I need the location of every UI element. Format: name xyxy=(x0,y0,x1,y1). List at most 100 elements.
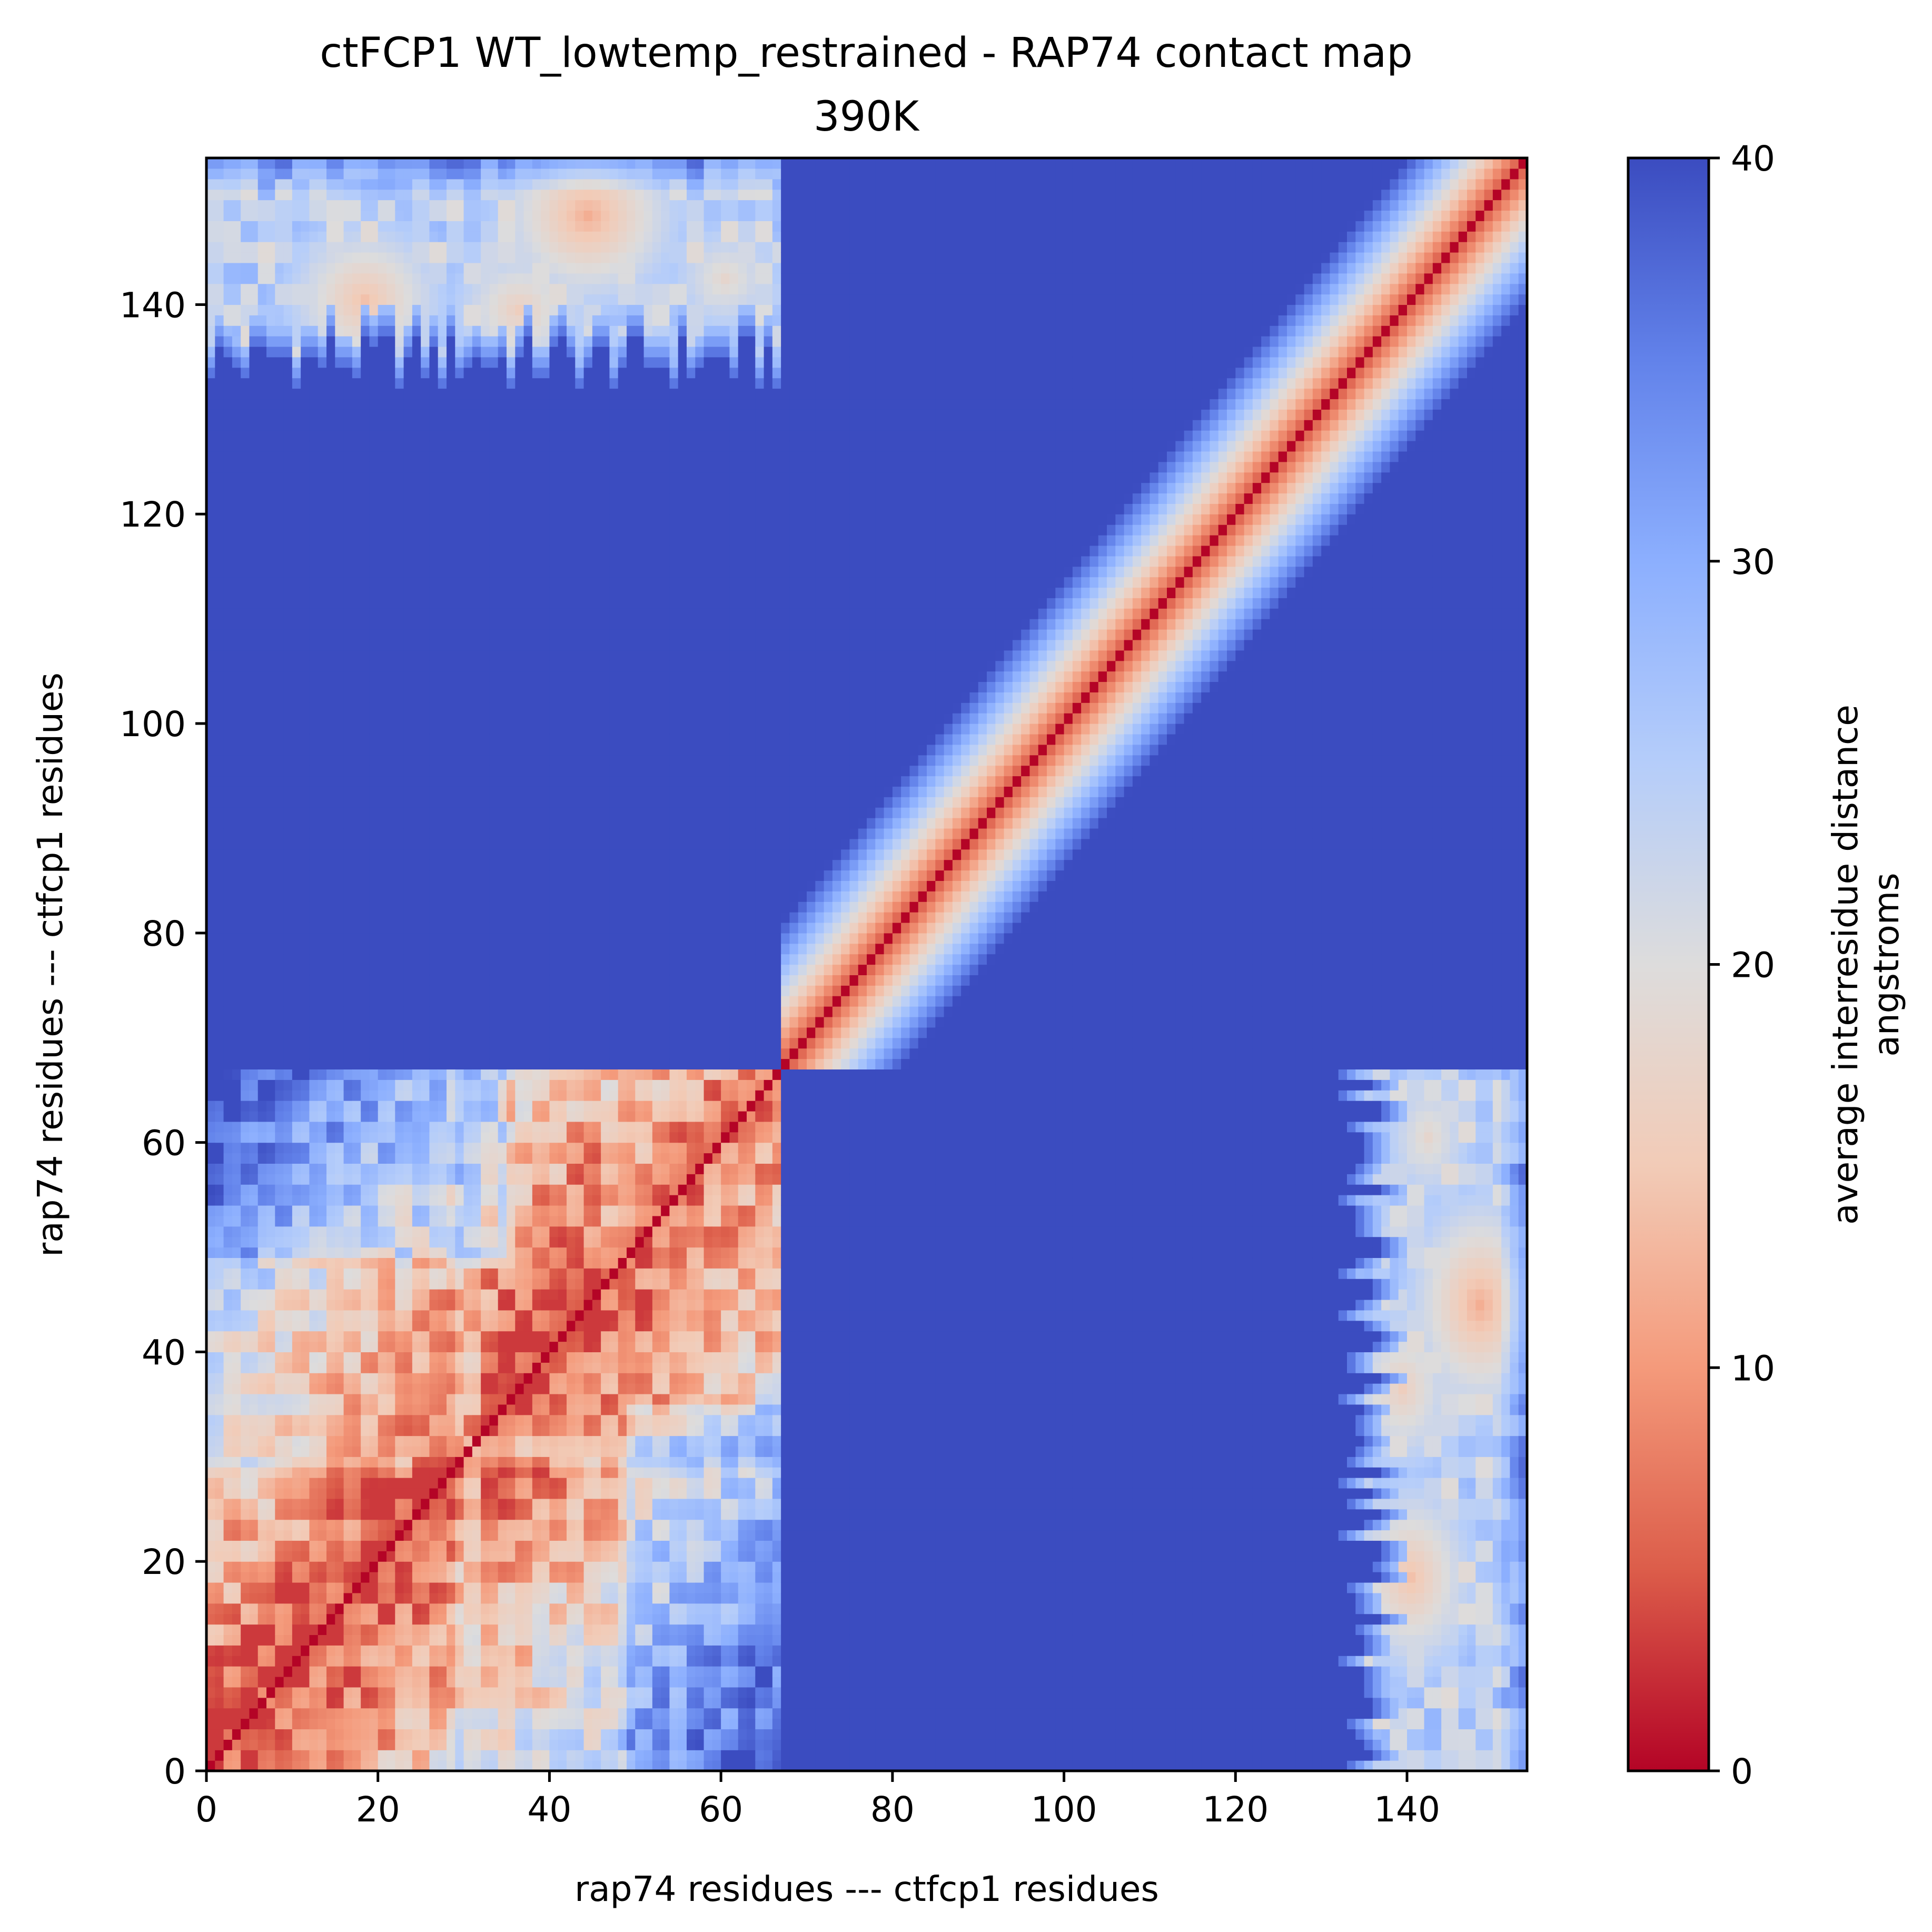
heatmap-cell xyxy=(403,1268,413,1279)
heatmap-cell xyxy=(335,587,344,598)
heatmap-cell xyxy=(438,1519,447,1531)
heatmap-cell xyxy=(378,1352,387,1363)
heatmap-cell xyxy=(275,356,284,368)
heatmap-cell xyxy=(455,828,464,839)
heatmap-cell xyxy=(292,1257,301,1269)
heatmap-cell xyxy=(438,1666,447,1677)
heatmap-cell xyxy=(283,1446,293,1457)
heatmap-cell xyxy=(283,943,293,955)
heatmap-cell xyxy=(361,1132,370,1143)
heatmap-cell xyxy=(395,849,404,860)
heatmap-cell xyxy=(343,189,353,201)
heatmap-cell xyxy=(292,503,301,514)
heatmap-cell xyxy=(335,1561,344,1572)
heatmap-cell xyxy=(335,713,344,724)
heatmap-cell xyxy=(292,849,301,860)
heatmap-cell xyxy=(223,304,233,315)
heatmap-cell xyxy=(343,985,353,996)
heatmap-cell xyxy=(241,818,250,829)
heatmap-cell xyxy=(241,1509,250,1520)
heatmap-cell xyxy=(292,1498,301,1510)
heatmap-cell xyxy=(403,252,413,263)
heatmap-cell xyxy=(421,1027,430,1038)
heatmap-cell xyxy=(257,294,267,305)
heatmap-cell xyxy=(257,346,267,358)
heatmap-cell xyxy=(318,1195,327,1206)
heatmap-cell xyxy=(438,1016,447,1028)
heatmap-cell xyxy=(403,367,413,379)
heatmap-cell xyxy=(343,1676,353,1688)
heatmap-cell xyxy=(395,252,404,263)
heatmap-cell xyxy=(447,1760,455,1771)
heatmap-cell xyxy=(257,441,267,452)
heatmap-cell xyxy=(335,1425,344,1436)
heatmap-cell xyxy=(326,1687,335,1698)
heatmap-cell xyxy=(301,1488,310,1499)
heatmap-cell xyxy=(292,356,301,368)
heatmap-cell xyxy=(403,1132,413,1143)
heatmap-cell xyxy=(412,503,421,514)
heatmap-cell xyxy=(343,1561,353,1572)
heatmap-cell xyxy=(318,1509,327,1520)
heatmap-cell xyxy=(463,535,473,546)
heatmap-cell xyxy=(463,587,473,598)
heatmap-cell xyxy=(395,1174,404,1185)
heatmap-cell xyxy=(369,1498,379,1510)
heatmap-cell xyxy=(275,1111,284,1122)
heatmap-cell xyxy=(361,933,370,944)
heatmap-cell xyxy=(326,283,335,295)
heatmap-cell xyxy=(438,1069,447,1080)
heatmap-cell xyxy=(361,1257,370,1269)
heatmap-cell xyxy=(472,702,481,714)
heatmap-cell xyxy=(472,1729,481,1740)
heatmap-cell xyxy=(309,859,319,871)
heatmap-cell xyxy=(421,1373,430,1384)
heatmap-cell xyxy=(438,1101,447,1112)
heatmap-cell xyxy=(241,1561,250,1572)
heatmap-cell xyxy=(447,1016,455,1028)
heatmap-cell xyxy=(275,1247,284,1259)
heatmap-cell xyxy=(481,1446,490,1457)
heatmap-cell xyxy=(249,242,259,253)
heatmap-cell xyxy=(283,1101,293,1112)
heatmap-cell xyxy=(352,1582,361,1593)
heatmap-cell xyxy=(266,1488,275,1499)
heatmap-cell xyxy=(343,901,353,913)
heatmap-cell xyxy=(403,1551,413,1562)
heatmap-cell xyxy=(301,1467,310,1478)
heatmap-cell xyxy=(257,1069,267,1080)
heatmap-cell xyxy=(257,1519,267,1531)
heatmap-cell xyxy=(395,451,404,462)
heatmap-cell xyxy=(352,1561,361,1572)
heatmap-cell xyxy=(318,1205,327,1216)
heatmap-cell xyxy=(257,210,267,221)
heatmap-cell xyxy=(343,1760,353,1771)
heatmap-cell xyxy=(403,346,413,358)
heatmap-cell xyxy=(335,273,344,284)
heatmap-cell xyxy=(232,891,241,902)
heatmap-cell xyxy=(463,1279,473,1290)
heatmap-cell xyxy=(275,231,284,242)
heatmap-cell xyxy=(343,1132,353,1143)
heatmap-cell xyxy=(378,1163,387,1174)
heatmap-cell xyxy=(463,1048,473,1059)
heatmap-cell xyxy=(343,975,353,986)
heatmap-cell xyxy=(361,1624,370,1636)
heatmap-cell xyxy=(223,1236,233,1248)
heatmap-cell xyxy=(378,1634,387,1646)
heatmap-cell xyxy=(343,870,353,881)
heatmap-cell xyxy=(421,1634,430,1646)
heatmap-cell xyxy=(369,1153,379,1164)
heatmap-cell xyxy=(232,200,241,211)
heatmap-cell xyxy=(361,493,370,504)
heatmap-cell xyxy=(266,179,275,190)
heatmap-cell xyxy=(369,744,379,756)
heatmap-cell xyxy=(326,1393,335,1405)
heatmap-cell xyxy=(352,1446,361,1457)
heatmap-cell xyxy=(472,283,481,295)
heatmap-cell xyxy=(215,336,224,347)
heatmap-cell xyxy=(266,734,275,745)
heatmap-cell xyxy=(257,650,267,661)
heatmap-cell xyxy=(481,1299,490,1311)
heatmap-cell xyxy=(412,870,421,881)
